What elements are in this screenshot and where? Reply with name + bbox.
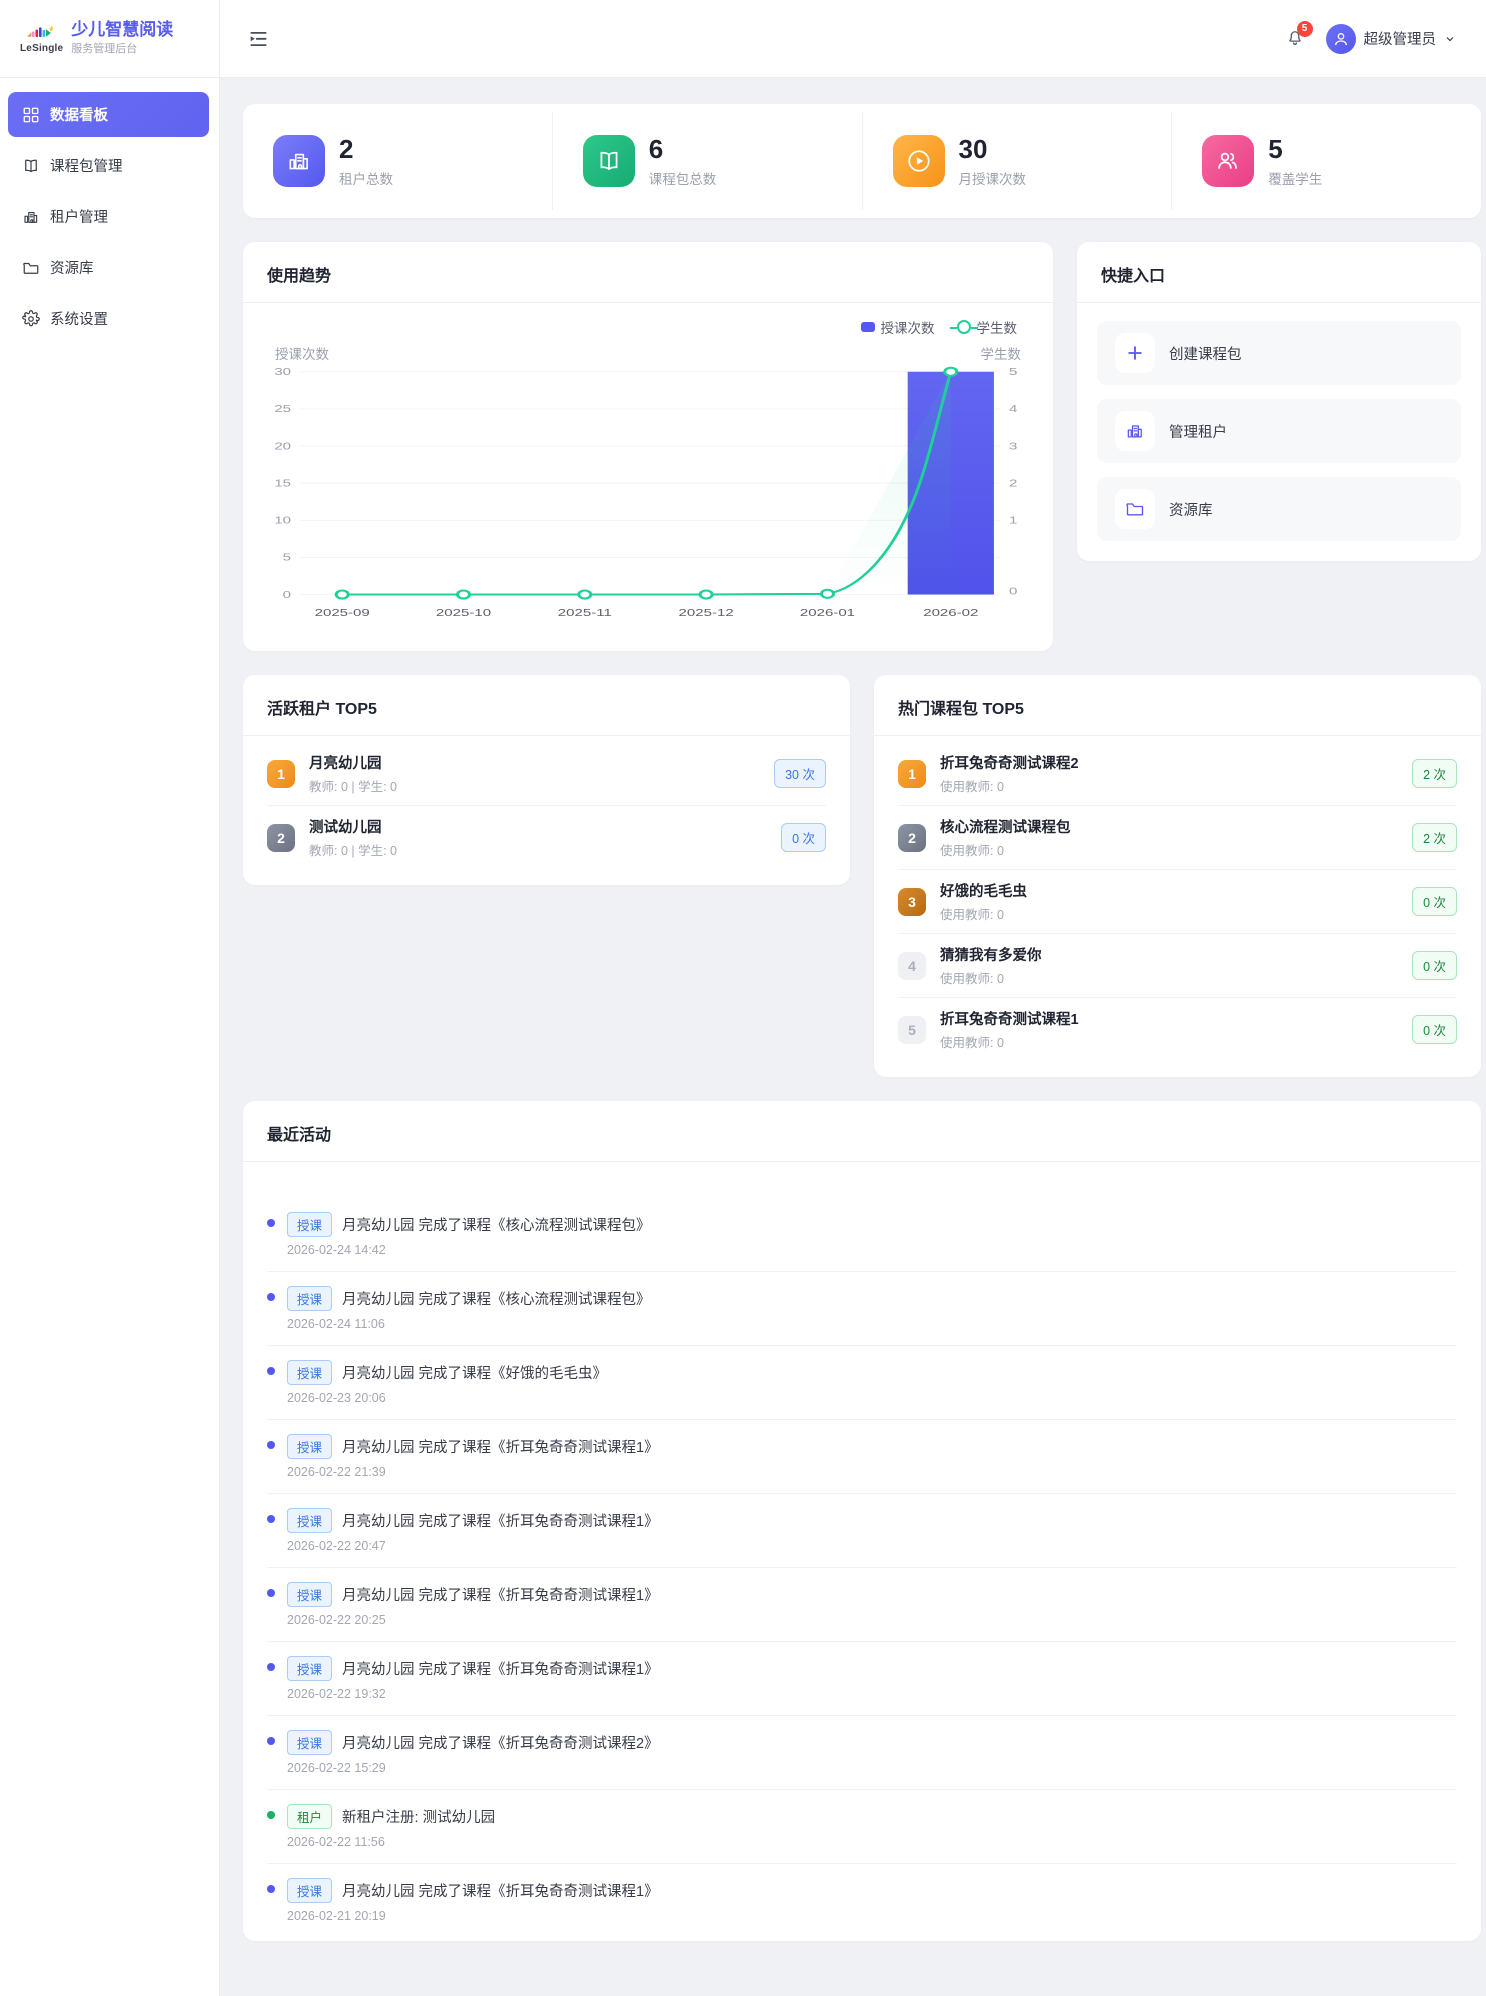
svg-text:2025-11: 2025-11 xyxy=(558,607,612,619)
svg-text:0: 0 xyxy=(283,589,291,601)
svg-text:4: 4 xyxy=(1009,403,1017,415)
svg-text:20: 20 xyxy=(274,440,291,452)
svg-text:0: 0 xyxy=(1009,585,1017,597)
svg-text:5: 5 xyxy=(283,551,291,563)
svg-text:2025-12: 2025-12 xyxy=(679,607,734,619)
svg-text:2025-09: 2025-09 xyxy=(315,607,370,619)
svg-text:2: 2 xyxy=(1009,477,1017,489)
svg-text:3: 3 xyxy=(1009,440,1017,452)
svg-text:15: 15 xyxy=(274,477,291,489)
svg-text:1: 1 xyxy=(1009,514,1017,526)
svg-text:2026-01: 2026-01 xyxy=(800,607,855,619)
svg-text:10: 10 xyxy=(274,514,291,526)
svg-text:25: 25 xyxy=(274,403,291,415)
svg-text:5: 5 xyxy=(1009,366,1017,378)
svg-text:2026-02: 2026-02 xyxy=(923,607,978,619)
svg-text:2025-10: 2025-10 xyxy=(436,607,491,619)
svg-text:30: 30 xyxy=(274,366,291,378)
